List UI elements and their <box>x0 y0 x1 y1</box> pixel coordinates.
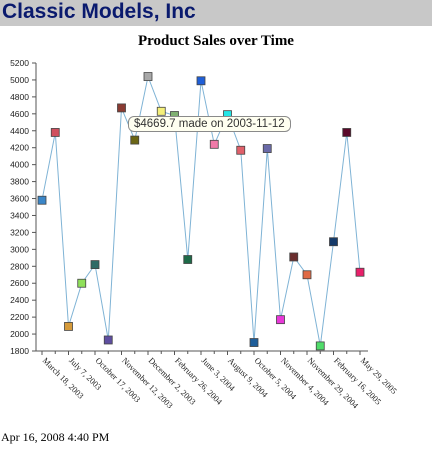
data-point <box>64 322 73 331</box>
data-point <box>90 260 100 270</box>
y-tick-label: 5200 <box>10 58 29 68</box>
y-tick-label: 3000 <box>10 244 29 254</box>
footer-timestamp: Apr 16, 2008 4:40 PM <box>1 430 110 444</box>
y-tick-label: 4600 <box>10 109 29 119</box>
y-tick-label: 1800 <box>10 346 29 356</box>
data-point <box>276 315 285 325</box>
data-point <box>37 195 47 205</box>
data-point <box>130 135 140 145</box>
y-tick-label: 2200 <box>10 312 29 322</box>
x-tick-label: February 16, 2005 <box>332 355 383 406</box>
y-tick-label: 2600 <box>10 278 29 288</box>
sales-chart: 1800 2000 2200 2400 2600 2800 3000 3200 3400 3600… <box>10 58 399 411</box>
data-point <box>196 76 206 86</box>
data-point <box>103 335 113 345</box>
data-point <box>236 145 246 155</box>
y-tick-label: 3800 <box>10 177 29 187</box>
data-point <box>143 72 153 81</box>
point-tooltip: $4669.7 made on 2003-11-12 <box>128 116 291 132</box>
data-point <box>50 128 60 137</box>
y-tick-label: 4200 <box>10 143 29 153</box>
data-point <box>262 144 272 153</box>
data-point <box>156 106 166 116</box>
y-tick-label: 5000 <box>10 75 29 85</box>
data-point <box>117 103 126 113</box>
data-point <box>289 252 299 262</box>
company-title: Classic Models, Inc <box>2 0 196 23</box>
data-point <box>315 341 325 351</box>
header-bar: Classic Models, Inc <box>0 0 432 26</box>
data-point <box>342 128 352 137</box>
data-point <box>302 270 312 280</box>
y-tick-label: 3400 <box>10 210 29 220</box>
data-point <box>183 255 193 264</box>
y-tick-label: 2000 <box>10 329 29 339</box>
y-tick-label: 4800 <box>10 92 29 102</box>
y-tick-label: 3600 <box>10 194 29 204</box>
y-tick-label: 4000 <box>10 160 29 170</box>
y-tick-label: 2400 <box>10 295 29 305</box>
data-point <box>77 278 87 288</box>
data-point <box>355 267 365 277</box>
data-point <box>209 139 219 149</box>
x-tick-label: December 2, 2003 <box>147 355 198 406</box>
y-tick-label: 3200 <box>10 227 29 237</box>
data-point <box>329 237 338 247</box>
chart-title: Product Sales over Time <box>138 33 294 49</box>
y-tick-label: 4400 <box>10 126 29 136</box>
data-point <box>249 338 259 347</box>
y-tick-label: 2800 <box>10 261 29 271</box>
